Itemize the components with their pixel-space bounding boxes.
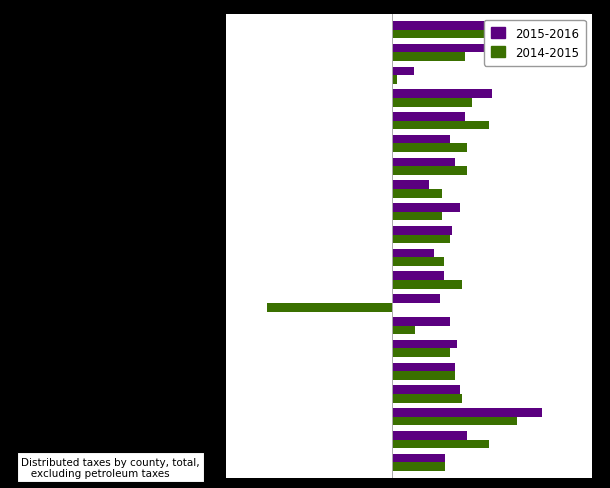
Bar (392, 235, 450, 244)
Bar (392, 363, 455, 371)
Bar (392, 136, 450, 144)
Bar (392, 417, 517, 426)
Bar (392, 22, 522, 31)
Bar (392, 226, 452, 235)
Legend: 2015-2016, 2014-2015: 2015-2016, 2014-2015 (484, 20, 586, 66)
Bar (392, 181, 429, 190)
Bar (392, 44, 485, 53)
Bar (392, 53, 465, 62)
Bar (392, 167, 467, 176)
Bar (392, 90, 492, 99)
Bar (392, 408, 542, 417)
Bar (392, 386, 461, 394)
Bar (392, 122, 489, 130)
Bar (392, 258, 443, 266)
Bar (392, 281, 462, 289)
Bar (392, 203, 461, 212)
Bar (392, 113, 465, 122)
Text: Distributed taxes by county, total,
   excluding petroleum taxes: Distributed taxes by county, total, excl… (21, 457, 200, 478)
Bar (392, 326, 415, 335)
Bar (392, 249, 434, 258)
Bar (392, 158, 455, 167)
Bar (392, 67, 414, 76)
Bar (392, 349, 450, 357)
Bar (392, 295, 440, 303)
Bar (392, 190, 442, 198)
Bar (392, 144, 467, 153)
Bar (392, 317, 450, 326)
Bar (392, 31, 489, 39)
Bar (392, 76, 397, 84)
Bar (392, 371, 455, 380)
Bar (392, 212, 442, 221)
Bar (392, 272, 443, 281)
Bar (392, 394, 462, 403)
Bar (392, 440, 489, 448)
Bar (392, 462, 445, 471)
Bar (392, 454, 445, 462)
Bar (267, 303, 392, 312)
Bar (392, 99, 472, 107)
Bar (392, 340, 457, 349)
Bar (392, 431, 467, 440)
